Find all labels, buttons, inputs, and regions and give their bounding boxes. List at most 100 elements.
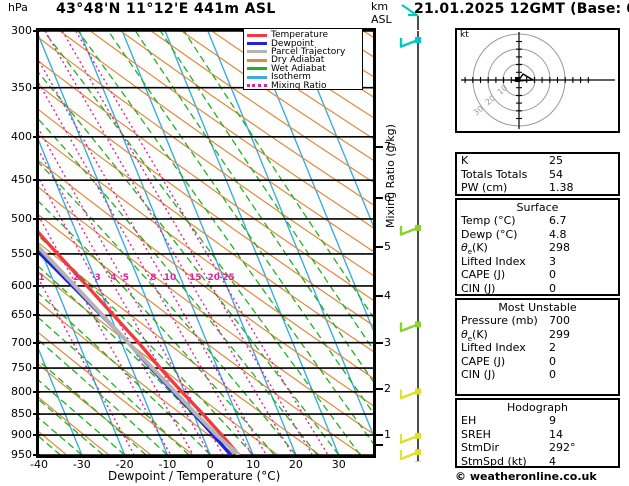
altitude-tick-label: 3 <box>384 336 391 350</box>
legend-item: Wet Adiabat <box>247 63 360 74</box>
pressure-tick-label: 700 <box>11 335 32 349</box>
theta-e-key: θe(K) <box>461 241 488 257</box>
legend-item-label: Mixing Ratio <box>271 80 327 91</box>
legend-box: Temperature Dewpoint Parcel Trajectory Dry … <box>243 28 363 90</box>
mixing-ratio-value-label: 8 <box>150 272 157 283</box>
info-row-value: 2 <box>549 341 556 354</box>
info-row-value: 3 <box>549 254 556 268</box>
altitude-tick-label: 6 <box>384 190 391 204</box>
most-unstable-parcel-panel: Most Unstable Pressure (mb) 700 θe(K) 299 Lif… <box>455 298 620 396</box>
temperature-tick-label: -30 <box>72 458 91 471</box>
legend-item: Dewpoint <box>247 38 360 49</box>
mixing-ratio-value-label: 2 <box>72 272 80 283</box>
pressure-tick-mark <box>33 135 40 138</box>
pressure-tick-mark <box>33 434 40 437</box>
panel-title: Surface <box>516 201 559 214</box>
mixing-ratio-value-label: 25 <box>222 272 235 283</box>
legend-item-label: Dry Adiabat <box>271 55 325 66</box>
info-row-key: StmDir <box>461 441 500 454</box>
info-row: θe(K) 299 <box>457 327 618 343</box>
panel-title: Most Unstable <box>498 301 577 314</box>
top-wind-barb <box>401 4 419 30</box>
info-row: K 25 <box>457 154 618 168</box>
info-row-value: 6.7 <box>549 214 567 227</box>
pressure-tick-label: 550 <box>11 246 32 260</box>
pressure-tick-mark <box>33 341 40 344</box>
temperature-tick-label: 30 <box>331 458 346 471</box>
altitude-tick-label: 1 <box>384 427 391 441</box>
info-row-value: 299 <box>549 327 570 341</box>
legend-color-swatch <box>247 33 267 37</box>
legend-item-label: Temperature <box>271 30 329 41</box>
legend-item: Temperature <box>247 30 360 41</box>
wind-barb <box>415 461 421 462</box>
info-row: StmDir 292° <box>457 441 618 455</box>
altitude-tick-mark <box>376 246 383 249</box>
altitude-tick-mark <box>376 388 383 391</box>
legend-item: Dry Adiabat <box>247 55 360 66</box>
info-row: Totals Totals 54 <box>457 168 618 182</box>
altitude-unit-label-km: km <box>371 0 389 13</box>
pressure-tick-label: 950 <box>11 448 32 461</box>
legend-color-swatch <box>247 67 267 71</box>
legend-item-label: Dewpoint <box>271 38 314 49</box>
surface-parcel-panel: Surface Temp (°C) 6.7 Dewp (°C) 4.8 θe(K) 298 L… <box>455 198 620 296</box>
x-axis-title: Dewpoint / Temperature (°C) <box>108 469 281 483</box>
wind-barb <box>399 388 421 400</box>
mixing-ratio-axis-title: Mixing Ratio (g/kg) <box>384 124 397 228</box>
legend-item-label: Isotherm <box>271 72 311 83</box>
info-row: θe(K) 298 <box>457 241 618 257</box>
info-row-key: Temp (°C) <box>461 214 516 227</box>
info-row-key: PW (cm) <box>461 181 508 194</box>
info-row-value: 1.38 <box>549 181 574 194</box>
mixing-ratio-value-label: 4 <box>110 272 117 283</box>
info-row-value: 292° <box>549 441 576 454</box>
info-row: Lifted Index 3 <box>457 255 618 269</box>
temperature-tick-label: 0 <box>206 458 214 471</box>
info-row: SREH 14 <box>457 428 618 442</box>
altitude-tick-label: 5 <box>384 240 391 254</box>
info-row-value: 0 <box>549 281 556 295</box>
altitude-tick-label: 2 <box>384 382 391 396</box>
temperature-tick-label: 10 <box>246 458 261 471</box>
altitude-tick-mark <box>376 342 383 345</box>
info-row: PW (cm) 1.38 <box>457 181 618 195</box>
skewt-plot-area <box>39 31 373 455</box>
skewt-plot-frame <box>36 28 376 458</box>
info-row-key: SREH <box>461 427 491 441</box>
info-row: CAPE (J) 0 <box>457 268 618 282</box>
legend-item-label: Wet Adiabat <box>271 63 326 74</box>
pressure-unit-label: hPa <box>8 1 28 14</box>
info-row: Temp (°C) 6.7 <box>457 214 618 228</box>
info-row: Pressure (mb) 700 <box>457 314 618 328</box>
hodograph-origin-marker <box>515 77 520 82</box>
legend-color-swatch <box>247 42 267 46</box>
panel-title: Hodograph <box>507 401 568 414</box>
legend-item: Mixing Ratio <box>247 80 360 91</box>
info-row-value: 54 <box>549 167 563 181</box>
hodograph-unit-label: kt <box>460 30 469 40</box>
legend-color-swatch <box>247 50 267 54</box>
hodograph-ring-label: 20 <box>484 94 498 107</box>
pressure-tick-mark <box>33 217 40 220</box>
hodograph-ring-label: 10 <box>496 83 510 96</box>
info-row: StmSpd (kt) 4 <box>457 455 618 469</box>
info-row: CIN (J) 0 <box>457 368 618 382</box>
mixing-ratio-value-label: 5 <box>122 272 130 283</box>
pressure-tick-label: 350 <box>11 80 32 94</box>
skewt-diagram <box>39 31 373 455</box>
info-row-key: Lifted Index <box>461 254 526 268</box>
pressure-tick-label: 800 <box>11 384 32 398</box>
mixing-ratio-value-label: 3 <box>94 272 101 283</box>
info-row-key: EH <box>461 414 477 427</box>
info-row-key: CAPE (J) <box>461 268 506 281</box>
info-row-key: CIN (J) <box>461 368 496 381</box>
info-row-key: CAPE (J) <box>461 354 506 368</box>
wind-barb <box>399 37 421 49</box>
legend-color-swatch <box>247 75 267 79</box>
pressure-tick-mark <box>33 284 40 287</box>
legend-item: Isotherm <box>247 72 360 83</box>
info-row-value: 14 <box>549 427 563 441</box>
altitude-tick-mark <box>376 433 383 436</box>
